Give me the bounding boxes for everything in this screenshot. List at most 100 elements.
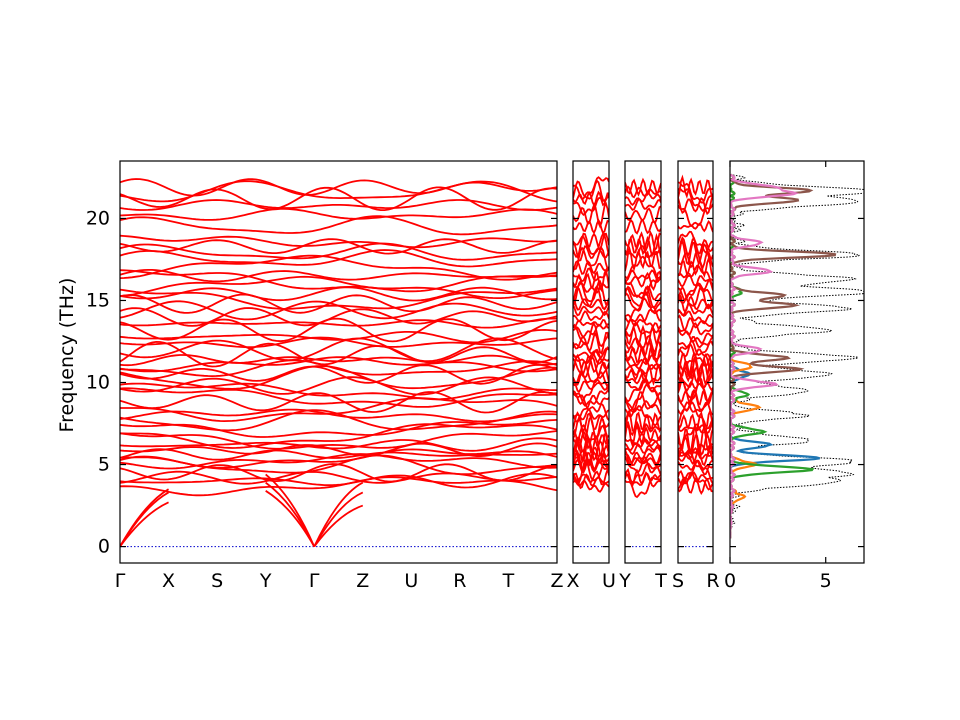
band-line: [625, 205, 661, 225]
band-line: [120, 423, 557, 449]
band-panel-frame-4: [677, 160, 714, 564]
band-line: [120, 317, 557, 343]
band-panel-3: [625, 177, 661, 548]
band-line: [120, 293, 557, 314]
x-tick-label: Γ: [115, 570, 126, 592]
band-line: [120, 442, 557, 457]
band-line: [678, 408, 713, 435]
band-line: [120, 307, 557, 327]
x-tick-label: Z: [356, 570, 369, 592]
band-structure-layer: [120, 174, 713, 548]
y-axis-label: Frequency (THz): [56, 278, 78, 433]
band-line: [120, 199, 557, 211]
band-line: [625, 399, 661, 418]
band-line: [573, 353, 609, 375]
axes-frames: [119, 160, 865, 564]
y-tick-label: 20: [86, 207, 110, 229]
band-line: [120, 215, 557, 236]
band-line: [573, 232, 609, 251]
band-line: [120, 472, 557, 489]
x-tick-label: Z: [550, 570, 563, 592]
x-tick-label: X: [566, 570, 579, 592]
band-line: [573, 468, 609, 486]
band-line: [625, 421, 661, 449]
band-line: [573, 259, 609, 275]
band-line: [120, 328, 557, 344]
tick-marks: [120, 161, 864, 563]
band-line: [573, 323, 609, 338]
x-tick-label: R: [706, 570, 719, 592]
band-line: [573, 444, 609, 464]
x-tick-label: Y: [618, 570, 631, 592]
band-line: [120, 437, 557, 452]
band-line: [678, 470, 713, 485]
band-line: [573, 246, 609, 271]
dos-plot-area: [730, 173, 864, 539]
band-line: [573, 408, 609, 421]
band-line: [120, 337, 557, 363]
x-tick-label: S: [672, 570, 684, 592]
band-line: [573, 331, 609, 355]
band-line: [625, 230, 661, 253]
band-line: [678, 230, 713, 254]
band-line: [573, 394, 609, 424]
dos-projection-curve-4: [730, 173, 837, 539]
band-panel-1: [120, 178, 557, 548]
band-line: [625, 185, 661, 199]
band-line: [678, 255, 713, 278]
x-tick-label: T: [654, 570, 667, 592]
band-line: [573, 377, 609, 406]
band-line: [120, 376, 557, 396]
band-line: [120, 317, 557, 329]
band-line: [625, 177, 661, 197]
y-tick-label: 10: [86, 372, 110, 394]
band-line: [120, 234, 557, 249]
band-line: [573, 176, 609, 201]
band-line: [120, 448, 557, 461]
band-line: [625, 255, 661, 280]
band-line: [573, 392, 609, 413]
band-line: [678, 272, 713, 291]
band-line: [573, 242, 609, 262]
band-line: [120, 448, 557, 469]
x-tick-label: U: [404, 570, 418, 592]
band-line: [625, 244, 661, 259]
band-line: [678, 310, 713, 325]
band-line: [573, 304, 609, 317]
band-line: [120, 430, 557, 450]
band-line: [120, 249, 557, 268]
x-tick-label: Y: [259, 570, 272, 592]
acoustic-band: [120, 488, 170, 548]
acoustic-band: [313, 481, 364, 547]
band-line: [625, 409, 661, 434]
band-line: [120, 408, 557, 423]
band-line: [625, 192, 661, 206]
band-line: [625, 198, 661, 211]
dos-layer: [730, 173, 864, 539]
band-line: [120, 356, 557, 373]
band-line: [120, 178, 557, 197]
band-line: [120, 254, 557, 281]
band-line: [120, 238, 557, 255]
x-tick-label: T: [502, 570, 515, 592]
acoustic-band: [265, 481, 316, 547]
band-line: [120, 397, 557, 423]
band-line: [678, 459, 713, 472]
band-line: [120, 300, 557, 321]
y-tick-label: 5: [98, 454, 110, 476]
band-line: [625, 324, 661, 349]
x-tick-label: X: [162, 570, 175, 592]
band-line: [120, 387, 557, 408]
x-tick-label: R: [453, 570, 466, 592]
band-line: [678, 340, 713, 358]
dos-total-curve: [730, 173, 864, 539]
band-line: [120, 275, 557, 299]
band-line: [120, 382, 557, 401]
band-panel-frame-2: [572, 160, 610, 564]
band-line: [678, 314, 713, 331]
band-line: [678, 187, 713, 213]
band-line: [120, 340, 557, 368]
acoustic-band: [265, 490, 316, 548]
